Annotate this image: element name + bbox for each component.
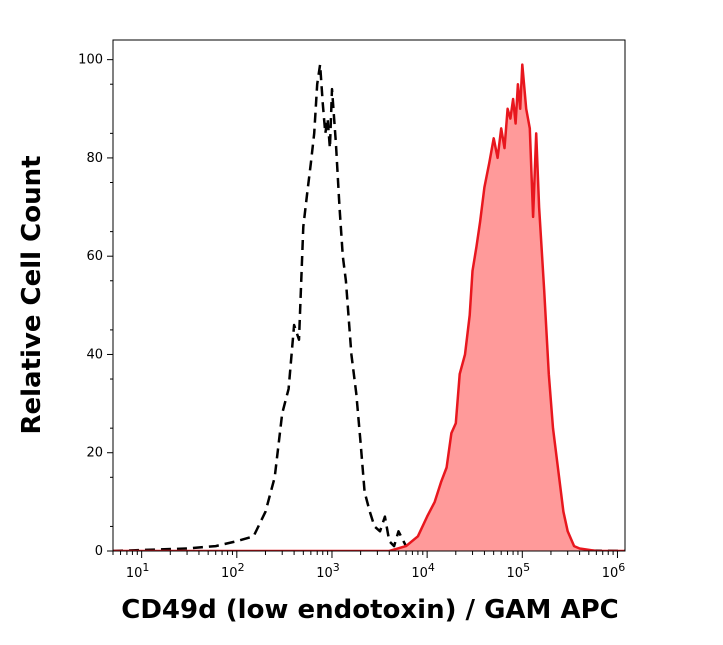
y-tick-label-60: 60 — [86, 249, 103, 264]
plot-frame — [112, 39, 626, 552]
series-group — [113, 63, 625, 551]
y-tick-label-20: 20 — [86, 446, 103, 461]
x-tick-label-3: 103 — [316, 561, 340, 581]
x-tick-label-2: 102 — [221, 561, 245, 581]
x-tick-label-4: 104 — [411, 561, 435, 581]
series-1-line — [113, 63, 625, 551]
x-tick-label-5: 105 — [507, 561, 531, 581]
y-tick-label-100: 100 — [78, 53, 103, 68]
y-axis-title: Relative Cell Count — [17, 155, 47, 434]
x-axis-title: CD49d (low endotoxin) / GAM APC — [121, 595, 618, 625]
series-1-fill — [113, 64, 625, 551]
y-tick-label-40: 40 — [86, 347, 103, 362]
y-tick-label-0: 0 — [95, 544, 103, 559]
y-tick-label-80: 80 — [86, 151, 103, 166]
x-tick-label-6: 106 — [602, 561, 626, 581]
x-tick-label-1: 101 — [126, 561, 150, 581]
